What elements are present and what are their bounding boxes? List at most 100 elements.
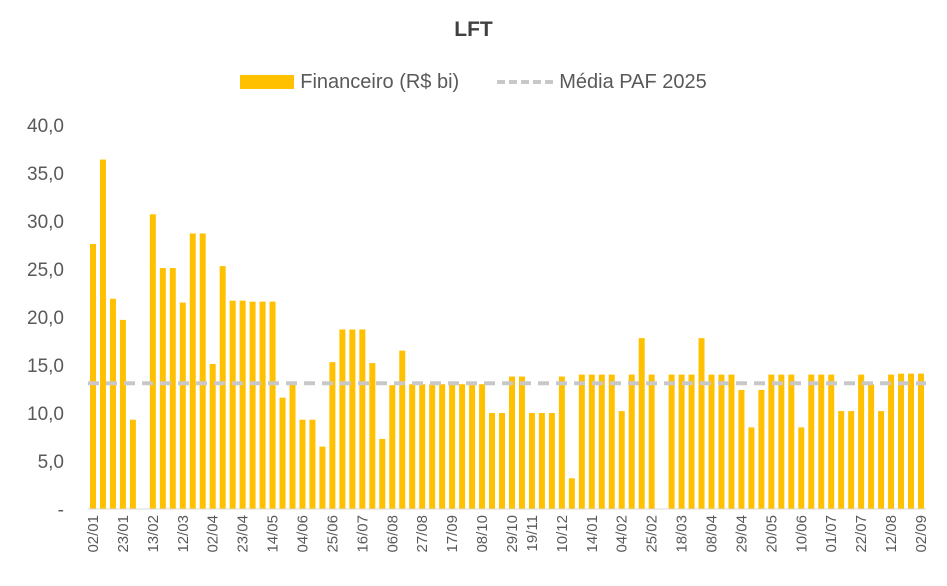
bar [249,301,256,509]
bar [828,374,835,509]
bar [668,374,675,509]
legend: Financeiro (R$ bi) Média PAF 2025 [0,68,947,96]
bar [449,384,456,509]
bar [568,478,575,509]
x-tick-label: 29/10 [504,515,521,553]
bar [179,302,186,509]
x-tick-label: 27/08 [414,515,431,553]
bar [518,376,525,509]
x-tick-label: 12/08 [883,515,900,553]
bar [708,374,715,509]
y-tick-label: 40,0 [27,116,64,137]
bar [90,244,96,510]
bar [778,374,785,509]
x-tick-label: 16/07 [354,515,371,553]
x-tick-label: 02/04 [205,515,222,553]
bar [878,411,885,509]
bar [389,385,396,509]
bar [239,300,246,509]
y-tick-label: 35,0 [27,164,64,185]
bar [688,374,695,509]
bar [369,363,376,509]
bar [558,376,565,509]
bar [439,384,446,509]
x-tick-label: 06/08 [384,515,401,553]
bar [459,384,466,509]
bar [858,374,865,509]
bar [149,214,156,509]
bar [259,301,266,509]
bar [588,374,595,509]
bar [199,233,206,510]
bar [129,419,136,509]
bar [419,384,426,509]
bar [169,268,176,509]
bar [339,329,346,509]
bar [319,446,326,509]
bar [499,413,506,509]
bar [898,373,905,509]
bar [279,397,286,509]
bar [359,329,366,509]
bar [918,373,925,509]
x-tick-label: 12/03 [175,515,192,553]
bar [209,364,216,509]
bar [289,384,296,509]
x-tick-label: 23/04 [235,515,252,553]
x-tick-label: 04/02 [614,515,631,553]
bar [768,374,775,509]
bar [818,374,825,509]
bar [548,413,555,509]
x-tick-label: 01/07 [823,515,840,553]
bar [758,389,765,509]
x-tick-label: 02/09 [913,515,930,553]
bar [528,413,535,509]
x-tick-label: 25/02 [644,515,661,553]
x-tick-label: 20/05 [763,515,780,553]
bar [489,413,496,509]
legend-entry-financeiro: Financeiro (R$ bi) [240,71,459,94]
bar [618,411,625,509]
bar [109,298,116,509]
bar [598,374,605,509]
legend-swatch-bar [240,75,295,89]
bar [908,373,915,509]
bar [469,384,476,509]
bar [578,374,585,509]
x-tick-label: 25/06 [324,515,341,553]
bar [219,266,226,509]
bar [798,427,805,509]
x-tick-label: 10/12 [554,515,571,553]
bar [509,376,515,509]
y-tick-label: 5,0 [38,452,64,473]
bar [808,374,815,509]
bar [838,411,845,509]
bar [608,374,615,509]
bar [99,159,106,509]
x-tick-label: 10/06 [793,515,810,553]
bar [269,301,276,509]
bar [848,411,855,509]
x-tick-label: 08/04 [704,515,721,553]
legend-entry-media: Média PAF 2025 [497,71,707,94]
bar [728,374,735,509]
bar [888,374,895,509]
x-tick-label: 22/07 [853,515,870,553]
bar [538,413,545,509]
y-tick-label: 15,0 [27,356,64,377]
y-tick-label: 30,0 [27,212,64,233]
bar [299,419,306,509]
bar [229,300,236,509]
legend-label-media: Média PAF 2025 [559,70,707,93]
bar [409,384,416,509]
x-tick-label: 04/06 [294,515,311,553]
y-tick-label: - [58,500,64,521]
x-tick-label: 17/09 [444,515,461,553]
x-tick-label: 13/02 [145,515,162,553]
bar [479,384,486,509]
bar [119,319,126,509]
bar [628,374,635,509]
bar [738,389,745,509]
bar [648,374,655,509]
bar [329,362,336,509]
